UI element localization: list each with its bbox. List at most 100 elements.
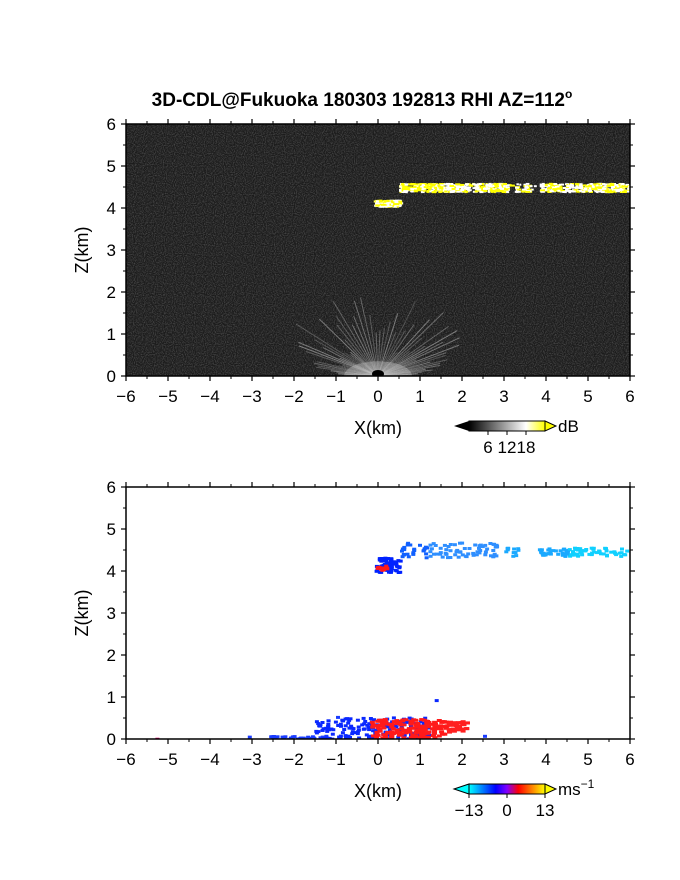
echo-pixel	[438, 187, 444, 190]
echo-pixel	[456, 188, 460, 190]
velocity-pixel	[477, 546, 481, 550]
velocity-pixel	[460, 553, 465, 557]
velocity-pixel	[444, 552, 449, 556]
x-tick-label: 0	[373, 750, 382, 769]
x-tick-label: 5	[583, 387, 592, 406]
velocity-pixel	[400, 718, 406, 722]
velocity-pixel	[374, 735, 379, 739]
echo-pixel	[614, 190, 619, 192]
velocity-pixel	[377, 570, 382, 574]
velocity-pixel	[558, 549, 563, 553]
velocity-pixel	[370, 723, 376, 727]
velocity-pixel	[349, 724, 354, 728]
velocity-pixel	[401, 736, 407, 739]
echo-pixel	[598, 186, 602, 189]
velocity-pixel	[514, 554, 519, 558]
echo-pixel	[619, 187, 623, 190]
echo-pixel	[393, 203, 397, 206]
echo-pixel	[420, 191, 425, 194]
velocity-pixel	[325, 736, 330, 739]
echo-pixel	[423, 186, 427, 189]
velocity-pixel	[364, 733, 369, 737]
echo-pixel	[431, 191, 436, 194]
echo-pixel	[450, 190, 455, 193]
echo-pixel	[463, 190, 466, 193]
x-tick-label: 1	[415, 750, 424, 769]
echo-pixel	[610, 183, 615, 186]
velocity-pixel	[397, 733, 403, 737]
echo-pixel	[444, 190, 448, 193]
velocity-pixel	[450, 727, 456, 731]
echo-pixel	[405, 191, 408, 194]
velocity-pixel	[342, 728, 347, 731]
velocity-pixel	[361, 727, 366, 731]
clutter-ray	[314, 339, 379, 376]
velocity-pixel	[452, 721, 458, 725]
velocity-pixel	[363, 720, 368, 723]
clutter-ray	[336, 324, 379, 376]
velocity-pixel	[408, 719, 414, 723]
velocity-pixel	[316, 730, 321, 734]
velocity-pixel	[314, 720, 319, 724]
velocity-pixel	[324, 734, 329, 738]
echo-pixel	[452, 184, 457, 187]
echo-pixel	[427, 185, 430, 188]
echo-pixel	[419, 183, 424, 185]
velocity-pixel	[391, 720, 397, 724]
echo-pixel	[485, 184, 488, 187]
echo-pixel	[413, 187, 418, 190]
echo-pixel	[392, 205, 397, 208]
echo-pixel	[465, 187, 470, 190]
echo-pixel	[570, 190, 576, 193]
velocity-pixel	[383, 736, 389, 739]
velocity-pixel	[619, 551, 624, 555]
echo-pixel	[437, 185, 442, 188]
velocity-pixel	[403, 718, 409, 722]
velocity-pixel	[431, 734, 436, 738]
echo-pixel	[382, 205, 388, 208]
velocity-pixel	[543, 553, 548, 557]
velocity-pixel	[394, 729, 400, 733]
echo-pixel	[523, 183, 527, 186]
velocity-pixel	[398, 722, 404, 726]
x-tick-label: 6	[625, 387, 634, 406]
velocity-pixel	[473, 543, 478, 547]
echo-pixel	[467, 189, 472, 192]
echo-pixel	[474, 186, 478, 189]
velocity-pixel	[418, 720, 423, 724]
velocity-pixel	[389, 722, 395, 726]
velocity-pixel	[438, 724, 444, 728]
echo-pixel	[429, 187, 435, 190]
clutter-ray	[318, 318, 379, 376]
echo-pixel	[503, 185, 506, 188]
velocity-pixel	[489, 554, 493, 558]
velocity-pixel	[551, 549, 556, 553]
velocity-pixel	[604, 547, 608, 551]
velocity-pixel	[368, 717, 373, 720]
echo-pixel	[583, 188, 588, 191]
echo-pixel	[398, 200, 403, 203]
echo-pixel	[454, 185, 459, 188]
velocity-pixel	[430, 722, 436, 726]
echo-pixel	[432, 190, 436, 193]
clutter-ray	[298, 341, 379, 376]
velocity-pixel	[396, 735, 401, 739]
clutter-ray	[377, 362, 441, 376]
velocity-pixel	[400, 549, 404, 553]
velocity-pixel	[537, 548, 542, 552]
x-tick-label: −4	[200, 387, 219, 406]
velocity-pixel	[439, 730, 445, 734]
echo-pixel	[601, 187, 607, 190]
velocity-pixel	[343, 724, 348, 728]
echo-pixel	[573, 189, 577, 192]
velocity-pixel	[432, 725, 438, 729]
velocity-pixel	[340, 718, 345, 722]
velocity-pixel	[371, 737, 376, 739]
echo-pixel	[388, 200, 391, 203]
echo-pixel	[547, 184, 551, 187]
echo-pixel	[403, 190, 409, 193]
velocity-pixel	[329, 727, 334, 731]
echo-pixel	[524, 186, 529, 189]
echo-pixel	[581, 190, 586, 193]
